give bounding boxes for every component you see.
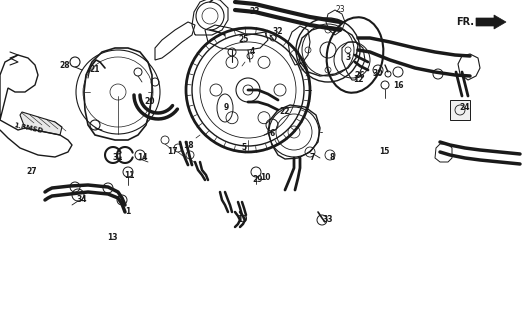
Text: 17: 17: [167, 148, 177, 156]
Text: 25: 25: [239, 36, 249, 44]
Text: FR.: FR.: [456, 17, 474, 27]
Text: 20: 20: [145, 98, 155, 107]
Text: 5: 5: [242, 143, 246, 153]
Text: 4: 4: [249, 47, 255, 57]
Text: 23: 23: [250, 7, 260, 17]
Polygon shape: [476, 15, 506, 29]
Text: 11: 11: [124, 171, 134, 180]
Text: 28: 28: [60, 60, 70, 69]
Text: 29: 29: [253, 175, 263, 185]
Text: 14: 14: [137, 154, 147, 163]
Text: 1.8MSD: 1.8MSD: [13, 122, 43, 134]
Text: 30: 30: [373, 69, 383, 78]
Text: 16: 16: [393, 81, 403, 90]
Text: 6: 6: [269, 130, 275, 139]
Text: 3: 3: [345, 53, 350, 62]
Text: 22: 22: [280, 108, 290, 116]
Text: 27: 27: [27, 167, 37, 177]
Text: 24: 24: [460, 103, 470, 113]
Text: 26: 26: [355, 70, 365, 79]
Text: 8: 8: [329, 154, 335, 163]
Text: 31: 31: [113, 153, 123, 162]
Text: 7: 7: [309, 153, 315, 162]
Polygon shape: [450, 100, 470, 120]
Text: 12: 12: [353, 76, 363, 84]
Text: 33: 33: [323, 215, 333, 225]
Text: 15: 15: [379, 148, 389, 156]
Text: 9: 9: [223, 102, 229, 111]
Text: 19: 19: [237, 215, 247, 225]
Text: 13: 13: [107, 234, 117, 243]
Text: 10: 10: [260, 172, 270, 181]
Polygon shape: [20, 112, 62, 135]
Text: 34: 34: [77, 196, 87, 204]
Text: 18: 18: [183, 141, 194, 150]
Text: 32: 32: [273, 28, 283, 36]
Text: 1: 1: [126, 207, 131, 217]
Text: 23: 23: [335, 5, 345, 14]
Text: 21: 21: [90, 66, 100, 75]
